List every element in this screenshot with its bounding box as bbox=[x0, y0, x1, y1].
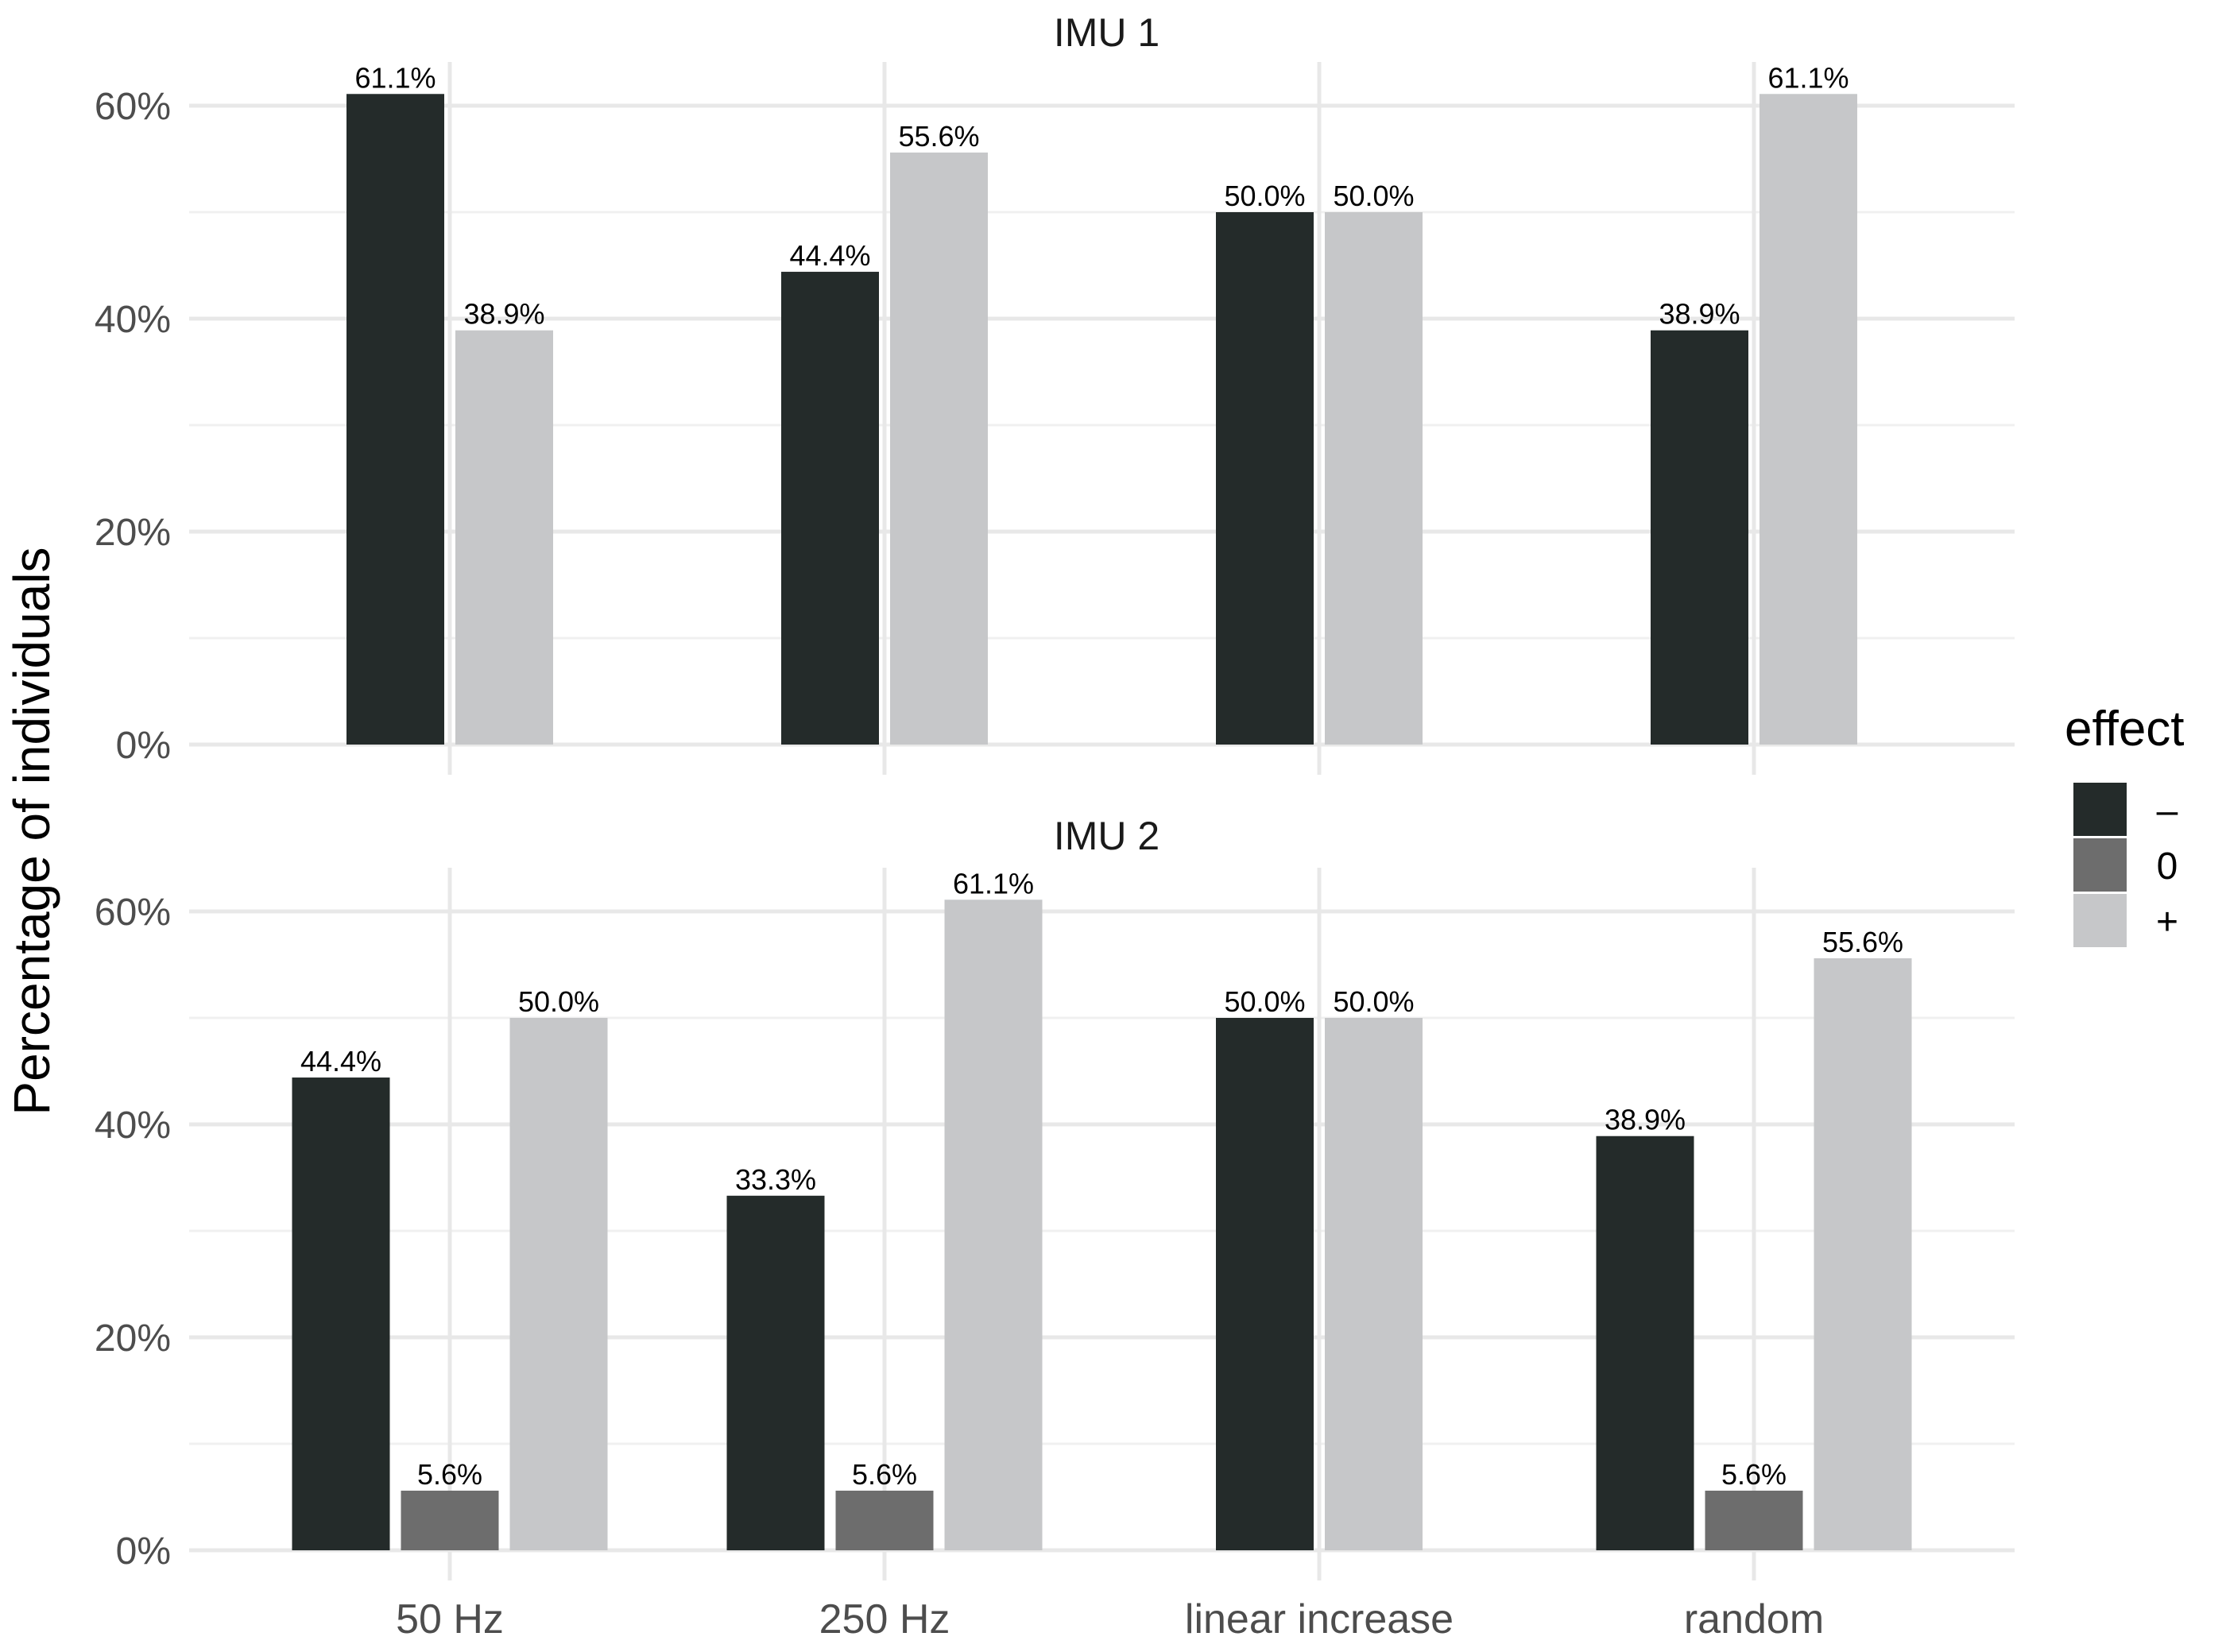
bar-value-label: 50.0% bbox=[1224, 180, 1305, 212]
panel-1: 0% 20% 40% 60% IMU 1 61.1% 38.9% 44.4% 55.6% 50.0… bbox=[95, 10, 2015, 775]
bar bbox=[781, 272, 879, 745]
bar-value-label: 50.0% bbox=[1333, 180, 1414, 212]
y-tick-label: 0% bbox=[116, 1530, 171, 1573]
y-tick-label: 60% bbox=[95, 86, 171, 128]
bar-value-label: 55.6% bbox=[898, 120, 979, 153]
x-tick-label: 50 Hz bbox=[396, 1596, 504, 1642]
bar bbox=[1216, 212, 1314, 745]
y-axis-label: Percentage of individuals bbox=[3, 547, 60, 1115]
bar bbox=[890, 152, 988, 745]
bar bbox=[1325, 212, 1423, 745]
bar bbox=[1651, 330, 1748, 745]
bar bbox=[1216, 1018, 1314, 1550]
bar-value-label: 5.6% bbox=[852, 1458, 917, 1491]
legend-title: effect bbox=[2065, 702, 2185, 756]
legend-label: 0 bbox=[2157, 845, 2178, 888]
bar bbox=[455, 330, 553, 745]
bar-value-label: 38.9% bbox=[1659, 298, 1740, 331]
bar bbox=[292, 1077, 390, 1550]
y-tick-label: 20% bbox=[95, 1317, 171, 1360]
bar bbox=[835, 1490, 934, 1550]
panel-title: IMU 1 bbox=[1054, 10, 1159, 55]
bar-value-label: 38.9% bbox=[463, 298, 544, 331]
y-tick-label: 40% bbox=[95, 1105, 171, 1147]
bar bbox=[1760, 94, 1857, 745]
y-tick-label: 0% bbox=[116, 725, 171, 767]
bar-value-label: 61.1% bbox=[354, 61, 436, 94]
y-tick-label: 20% bbox=[95, 512, 171, 554]
panel-2: 0% 20% 40% 60% IMU 2 44.4% 5.6% 50.0% 33.3% 5.6% 6… bbox=[95, 814, 2015, 1580]
bar-value-label: 50.0% bbox=[1224, 985, 1305, 1018]
bar-value-label: 50.0% bbox=[518, 985, 599, 1018]
bar-value-label: 5.6% bbox=[417, 1458, 482, 1491]
legend-key bbox=[2073, 894, 2127, 947]
bar-value-label: 38.9% bbox=[1605, 1104, 1686, 1136]
bar bbox=[1814, 958, 1912, 1550]
bar-value-label: 61.1% bbox=[1767, 61, 1849, 94]
legend-key bbox=[2073, 838, 2127, 892]
bar bbox=[1596, 1136, 1694, 1550]
bar-value-label: 44.4% bbox=[789, 239, 870, 272]
legend-label: – bbox=[2157, 790, 2178, 832]
bar bbox=[726, 1195, 825, 1550]
bar-value-label: 5.6% bbox=[1721, 1458, 1787, 1491]
x-tick-label: random bbox=[1684, 1596, 1824, 1642]
y-tick-label: 40% bbox=[95, 299, 171, 341]
legend: effect – 0 + bbox=[2065, 702, 2185, 947]
y-tick-label: 60% bbox=[95, 892, 171, 934]
bar-value-label: 33.3% bbox=[735, 1163, 816, 1196]
bar-value-label: 50.0% bbox=[1333, 985, 1414, 1018]
x-tick-label: linear increase bbox=[1185, 1596, 1454, 1642]
bar bbox=[509, 1018, 608, 1550]
bar bbox=[1705, 1490, 1803, 1550]
panels: 0% 20% 40% 60% IMU 1 61.1% 38.9% 44.4% 55.6% 50.0… bbox=[95, 10, 2015, 1642]
bar bbox=[944, 900, 1043, 1550]
bar bbox=[346, 94, 444, 745]
panel-title: IMU 2 bbox=[1054, 814, 1159, 858]
legend-key bbox=[2073, 783, 2127, 836]
legend-label: + bbox=[2156, 901, 2178, 943]
bar bbox=[1325, 1018, 1423, 1550]
x-tick-label: 250 Hz bbox=[819, 1596, 950, 1642]
bar-value-label: 44.4% bbox=[300, 1045, 381, 1077]
bar-value-label: 61.1% bbox=[953, 867, 1034, 900]
bar bbox=[401, 1490, 499, 1550]
bar-value-label: 55.6% bbox=[1822, 926, 1903, 958]
